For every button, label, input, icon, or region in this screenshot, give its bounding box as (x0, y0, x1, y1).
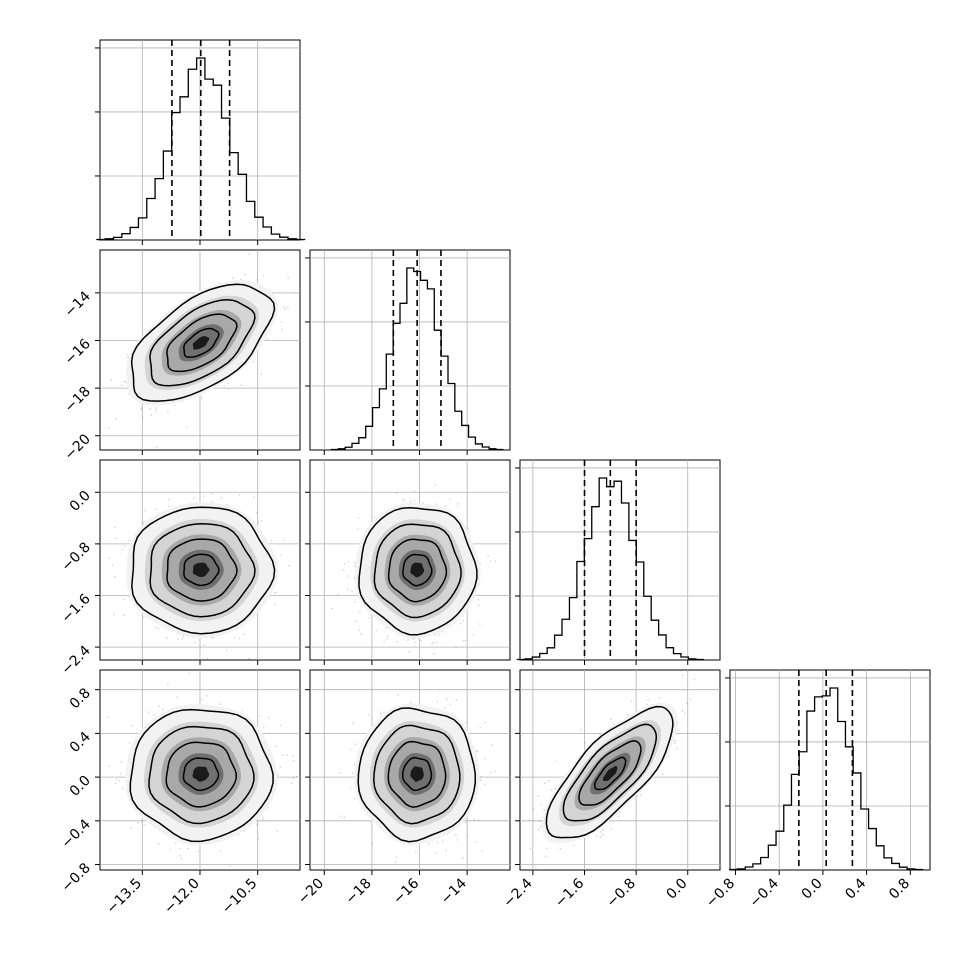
histogram-panel-1-frame (309, 249, 511, 451)
x-tick-label: −1.6 (552, 875, 587, 910)
contour-line-0 (593, 756, 627, 791)
y-tick-label: −16 (62, 336, 94, 368)
histogram-panel-0 (95, 39, 306, 245)
contour-line-1 (387, 538, 448, 603)
y-tick-label: −0.8 (58, 539, 93, 574)
histogram-panel-3: −0.8 −0.4 0.0 0.4 0.8 (703, 669, 931, 911)
contour-line-0 (182, 757, 220, 792)
contour-line-1 (166, 538, 238, 602)
y-tick-label: −0.4 (58, 816, 93, 851)
y-tick-label: −14 (62, 288, 94, 320)
y-tick-label: −18 (62, 384, 94, 416)
x-tick-label: 0.4 (842, 875, 869, 902)
contour-line-1 (165, 741, 237, 808)
density-peak (410, 766, 424, 782)
contour-line-2 (149, 523, 256, 618)
density-peak (192, 336, 210, 350)
histogram-panel-1 (305, 249, 511, 455)
contour-line-3 (545, 705, 674, 839)
x-tick-label: −14 (438, 875, 470, 907)
x-tick-label: −12.0 (161, 876, 203, 918)
contour-line-1 (578, 740, 642, 806)
x-tick-label: −10.5 (219, 876, 261, 918)
contour-line-3 (131, 506, 276, 635)
y-tick-label: 0.8 (67, 685, 94, 712)
x-tick-label: −20 (295, 876, 327, 908)
contour-line-2 (148, 725, 255, 825)
scatter-panel-2-1 (305, 459, 511, 665)
y-tick-label: −1.6 (58, 591, 93, 626)
histogram-step-2 (516, 477, 704, 661)
x-tick-label: −0.8 (703, 876, 738, 911)
scatter-panel-1-0: −20 −18 −16 −14 (62, 249, 301, 463)
density-peak (603, 766, 618, 782)
histogram-step-0 (96, 57, 306, 241)
scatter-panel-3-1: −20 −18 −16 −14 (295, 669, 511, 908)
density-peak (192, 766, 210, 782)
contour-line-0 (402, 553, 433, 587)
contour-line-1 (166, 313, 238, 373)
y-tick-label: −20 (62, 431, 94, 463)
y-tick-label: 0.0 (67, 773, 94, 800)
scatter-panel-2-0: −2.4 −1.6 −0.8 0.0 (58, 459, 301, 678)
contour-line-0 (183, 327, 220, 358)
x-tick-label: 0.0 (664, 876, 691, 903)
y-tick-label: 0.0 (67, 488, 94, 515)
contour-line-3 (358, 506, 478, 636)
density-peak (410, 562, 425, 578)
histogram-panel-3-frame (729, 669, 931, 871)
histogram-panel-2 (515, 459, 721, 665)
contour-line-2 (373, 523, 462, 619)
contour-line-0 (401, 756, 433, 792)
contour-line-3 (357, 707, 477, 843)
x-tick-label: −0.8 (604, 876, 639, 911)
contour-line-0 (183, 553, 220, 587)
scatter-panel-3-2: −2.4 −1.6 −0.8 0.0 (500, 669, 721, 911)
contour-line-2 (373, 724, 461, 825)
density-peak (192, 562, 210, 578)
contour-line-1 (387, 740, 447, 808)
y-tick-label: −2.4 (58, 643, 93, 678)
x-tick-label: −0.4 (747, 875, 782, 910)
x-tick-label: 0.0 (799, 876, 826, 903)
x-tick-label: −2.4 (500, 875, 535, 910)
x-tick-label: −13.5 (103, 876, 145, 918)
y-tick-label: −0.8 (58, 860, 93, 895)
x-tick-label: −16 (390, 875, 422, 907)
y-tick-label: 0.4 (67, 729, 94, 756)
contour-line-2 (562, 723, 658, 822)
contour-line-3 (130, 283, 276, 402)
contour-line-3 (129, 708, 274, 843)
contour-line-2 (149, 298, 256, 387)
scatter-panel-3-0: −13.5 −12.0 −10.5 −0.8 −0.4 0.0 0.4 0.8 (58, 669, 301, 918)
histogram-panel-2-frame (519, 459, 721, 661)
x-tick-label: −18 (343, 876, 375, 908)
x-tick-label: 0.8 (886, 876, 913, 903)
